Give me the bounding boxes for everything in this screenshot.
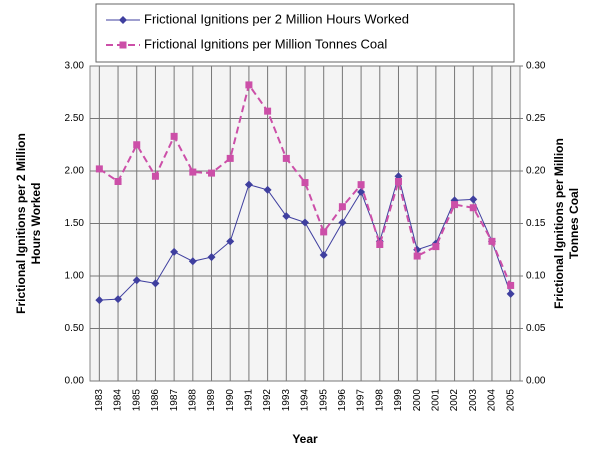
point bbox=[469, 195, 478, 204]
point bbox=[319, 251, 328, 259]
y2-tick-label: 0.15 bbox=[526, 218, 546, 229]
x-tick-label: 1984 bbox=[113, 389, 124, 412]
point bbox=[432, 243, 440, 251]
point bbox=[226, 237, 235, 246]
y2-tick-label: 0.30 bbox=[526, 61, 546, 72]
y-axis-label: Frictional Ignitions per 2 MillionHours … bbox=[14, 133, 43, 314]
point bbox=[151, 172, 159, 180]
point bbox=[170, 132, 178, 140]
y-tick-label: 2.00 bbox=[65, 166, 85, 177]
x-tick-label: 1986 bbox=[150, 389, 161, 412]
point bbox=[95, 165, 103, 173]
x-tick-label: 1998 bbox=[374, 389, 385, 412]
point bbox=[226, 154, 234, 162]
point bbox=[132, 276, 141, 285]
point bbox=[394, 178, 402, 185]
point bbox=[469, 204, 477, 212]
x-tick-label: 1999 bbox=[393, 389, 404, 412]
point bbox=[282, 212, 291, 221]
point bbox=[189, 168, 197, 176]
point bbox=[151, 279, 160, 288]
point bbox=[282, 154, 290, 162]
point bbox=[264, 107, 272, 115]
axis-label-line: Frictional Ignitions per Million bbox=[552, 138, 566, 309]
x-tick-label: 1988 bbox=[187, 389, 198, 412]
x-tick-label: 1987 bbox=[169, 389, 180, 412]
y2-tick-label: 0.25 bbox=[526, 113, 546, 124]
point bbox=[133, 141, 141, 149]
y2-tick-label: 0.05 bbox=[526, 323, 546, 334]
x-tick-label: 1992 bbox=[262, 389, 273, 412]
legend-marker bbox=[119, 16, 127, 24]
point bbox=[170, 247, 179, 256]
x-tick-label: 2002 bbox=[449, 389, 460, 412]
y-tick-label: 0.50 bbox=[65, 323, 85, 334]
point bbox=[301, 218, 309, 227]
x-tick-label: 2000 bbox=[412, 389, 423, 412]
axis-label-line: Hours Worked bbox=[29, 183, 43, 265]
x-tick-label: 1983 bbox=[94, 389, 105, 412]
y2-tick-label: 0.00 bbox=[526, 376, 546, 387]
x-tick-label: 1994 bbox=[300, 389, 311, 412]
y-tick-label: 0.00 bbox=[65, 376, 85, 387]
point bbox=[244, 180, 253, 189]
point bbox=[301, 179, 309, 187]
series-line bbox=[98, 82, 512, 286]
x-tick-label: 1991 bbox=[244, 389, 255, 412]
point bbox=[245, 81, 253, 89]
x-tick-label: 1989 bbox=[206, 389, 217, 412]
point bbox=[376, 241, 384, 248]
y2-tick-label: 0.10 bbox=[526, 271, 546, 282]
point bbox=[357, 181, 365, 189]
x-tick-label: 1995 bbox=[318, 389, 329, 412]
x-tick-label: 2003 bbox=[468, 389, 479, 412]
point bbox=[507, 281, 515, 289]
point bbox=[506, 289, 515, 298]
x-tick-label: 1993 bbox=[281, 389, 292, 412]
y-tick-label: 1.00 bbox=[65, 271, 85, 282]
y-tick-label: 3.00 bbox=[65, 61, 85, 72]
legend-label: Frictional Ignitions per 2 Million Hours… bbox=[144, 11, 409, 26]
x-tick-label: 2004 bbox=[487, 389, 498, 412]
x-tick-label: 2005 bbox=[505, 389, 516, 412]
y2-tick-label: 0.20 bbox=[526, 166, 546, 177]
legend-label: Frictional Ignitions per Million Tonnes … bbox=[144, 36, 387, 51]
point bbox=[95, 296, 104, 305]
y2-axis-label: Frictional Ignitions per MillionTonnes C… bbox=[552, 138, 581, 309]
point bbox=[338, 218, 347, 227]
point bbox=[488, 237, 496, 245]
x-tick-label: 1997 bbox=[356, 389, 367, 412]
y-tick-label: 1.50 bbox=[65, 218, 85, 229]
point bbox=[338, 203, 346, 211]
x-tick-label: 1990 bbox=[225, 389, 236, 412]
axis-label-line: Frictional Ignitions per 2 Million bbox=[14, 133, 28, 314]
point bbox=[451, 201, 459, 209]
legend bbox=[95, 3, 515, 63]
x-tick-label: 1985 bbox=[131, 389, 142, 412]
point bbox=[114, 295, 123, 304]
x-tick-label: 1996 bbox=[337, 389, 348, 412]
y-tick-label: 2.50 bbox=[65, 113, 85, 124]
point bbox=[263, 185, 272, 194]
point bbox=[320, 228, 328, 236]
point bbox=[188, 257, 197, 266]
point bbox=[114, 178, 122, 185]
point bbox=[413, 252, 421, 260]
legend-marker bbox=[119, 41, 127, 49]
point bbox=[208, 169, 216, 177]
x-axis-label: Year bbox=[292, 432, 318, 446]
point bbox=[207, 253, 216, 262]
axis-label-line: Tonnes Coal bbox=[567, 188, 581, 259]
x-tick-label: 2001 bbox=[431, 389, 442, 412]
